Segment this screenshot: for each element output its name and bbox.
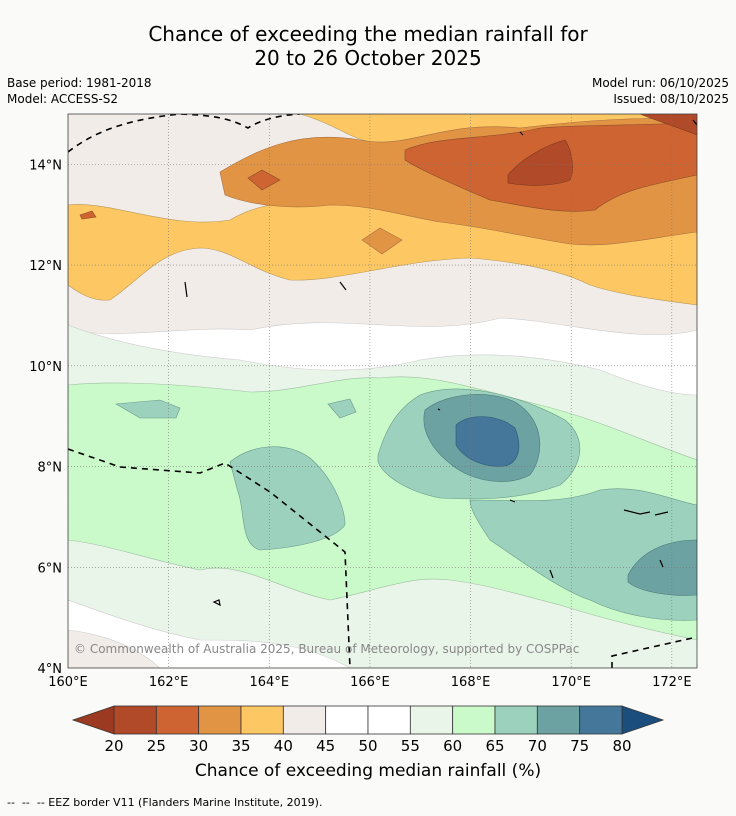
colorbar-segment (240, 705, 284, 735)
chart-title: Chance of exceeding the median rainfall … (0, 22, 736, 70)
lon-label: 166°E (350, 675, 390, 690)
contour-30-35-spot (361, 227, 403, 255)
lon-label: 160°E (48, 675, 88, 690)
lat-label: 4°N (38, 662, 63, 677)
graticule (68, 114, 697, 668)
colorbar-under-arrow (71, 705, 115, 735)
colorbar-segment (282, 705, 327, 735)
island-4 (339, 281, 347, 291)
lat-label: 10°N (29, 360, 62, 375)
map-area: © Commonwealth of Australia 2025, Bureau… (68, 114, 697, 668)
lat-labels: 14°N 12°N 10°N 8°N 6°N 4°N (29, 158, 62, 677)
island-2 (692, 119, 697, 126)
colorbar-segment (579, 705, 623, 735)
colorbar-tick: 70 (528, 737, 547, 755)
title-line-2: 20 to 26 October 2025 (254, 46, 482, 70)
colorbar-segment (155, 705, 200, 735)
colorbar-segment (113, 705, 157, 735)
colorbar-segment (409, 705, 454, 735)
islands (184, 119, 697, 607)
colorbar: 20 25 30 35 40 45 50 55 60 65 70 75 80 (71, 705, 665, 755)
island-6 (623, 509, 651, 515)
contour-75-80 (455, 416, 520, 467)
meta-right: Model run: 06/10/2025 Issued: 08/10/2025 (592, 75, 729, 107)
contour-65-70-blob2 (327, 398, 357, 419)
island-11 (509, 499, 516, 503)
colorbar-tick: 65 (485, 737, 504, 755)
colorbar-tick: 45 (316, 737, 335, 755)
issued-date: Issued: 08/10/2025 (613, 92, 729, 106)
map-frame (67, 113, 698, 669)
island-7 (654, 511, 669, 516)
lon-label: 164°E (250, 675, 290, 690)
title-line-1: Chance of exceeding the median rainfall … (148, 22, 588, 46)
colorbar-segment (494, 705, 538, 735)
model-name: Model: ACCESS-S2 (7, 92, 119, 106)
lon-label: 162°E (149, 675, 189, 690)
eez-border-southeast (611, 636, 697, 668)
copyright: © Commonwealth of Australia 2025, Bureau… (74, 642, 579, 656)
colorbar-segment (452, 705, 496, 735)
colorbar-tick: 80 (612, 737, 631, 755)
lon-label: 172°E (652, 675, 692, 690)
island-5 (437, 408, 441, 411)
colorbar-label: Chance of exceeding median rainfall (%) (194, 761, 542, 781)
colorbar-segment (367, 705, 411, 735)
lat-label: 8°N (38, 461, 63, 476)
colorbar-segment (325, 705, 369, 735)
lon-label: 168°E (451, 675, 491, 690)
lon-labels: 160°E 162°E 164°E 166°E 168°E 170°E 172°E (48, 675, 691, 690)
colorbar-tick: 30 (189, 737, 208, 755)
meta-left: Base period: 1981-2018 Model: ACCESS-S2 (7, 75, 152, 107)
footer-note: -- -- -- EEZ border V11 (Flanders Marine… (7, 796, 323, 809)
colorbar-segment (536, 705, 581, 735)
island-10 (212, 599, 221, 607)
island-9 (659, 559, 664, 568)
eez-border-central (68, 448, 351, 668)
island-8 (549, 569, 554, 579)
contour-65-70-blob1 (115, 399, 181, 419)
lat-label: 6°N (38, 561, 63, 576)
colorbar-tick: 50 (358, 737, 377, 755)
lat-label: 14°N (29, 158, 62, 173)
contour-70-75-east (627, 539, 697, 596)
eez-border-north (68, 114, 301, 153)
contour-25-30-spot (247, 169, 281, 191)
colorbar-tick: 55 (401, 737, 420, 755)
lon-label: 170°E (551, 675, 591, 690)
base-period: Base period: 1981-2018 (7, 76, 152, 90)
colorbar-tick: 25 (147, 737, 166, 755)
island-3 (184, 281, 188, 298)
colorbar-tick: 75 (570, 737, 589, 755)
colorbar-over-arrow (621, 705, 665, 735)
model-run: Model run: 06/10/2025 (591, 76, 729, 90)
colorbar-tick: 60 (443, 737, 462, 755)
contour-65-70-west (229, 446, 346, 551)
colorbar-tick: 20 (104, 737, 123, 755)
colorbar-tick: 35 (231, 737, 250, 755)
contour-20-25 (507, 139, 573, 186)
contour-25-30-west (79, 210, 97, 220)
colorbar-tick: 40 (274, 737, 293, 755)
island-1 (519, 131, 524, 136)
eez-borders (68, 114, 697, 668)
contour-20-25-corner (639, 114, 697, 136)
lat-label: 12°N (29, 259, 62, 274)
colorbar-segment (198, 705, 242, 735)
